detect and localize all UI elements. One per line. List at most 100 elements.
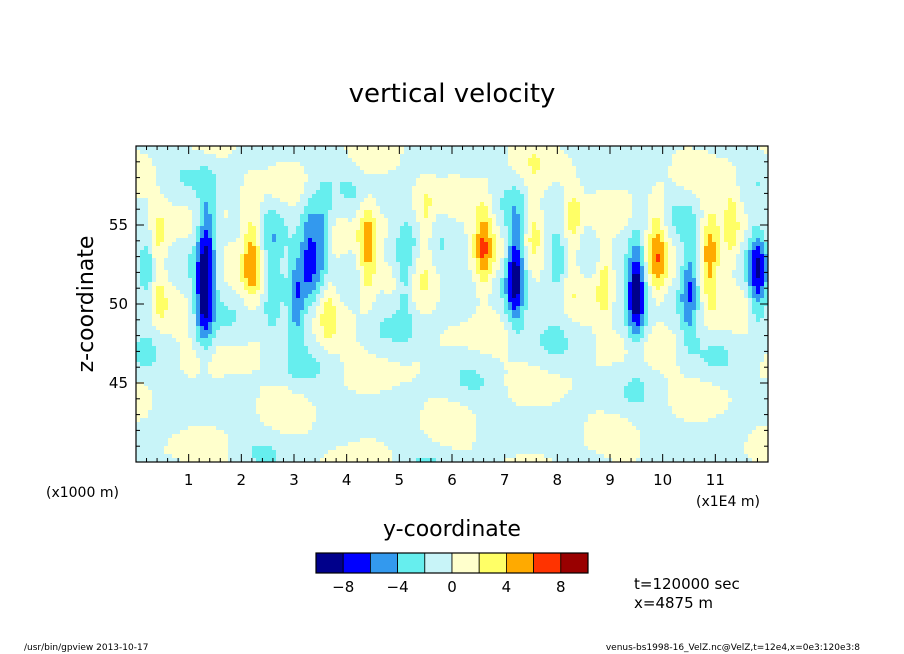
field-cell <box>540 246 545 251</box>
field-cell <box>616 174 621 179</box>
field-cell <box>664 262 669 267</box>
field-cell <box>464 170 469 175</box>
field-cell <box>272 242 277 247</box>
field-cell <box>652 202 657 207</box>
field-cell <box>704 226 709 231</box>
field-cell <box>312 170 317 175</box>
field-cell <box>652 194 657 199</box>
field-cell <box>188 254 193 259</box>
field-cell <box>560 190 565 195</box>
field-cell <box>428 198 433 203</box>
field-cell <box>280 158 285 163</box>
field-cell <box>252 230 257 235</box>
field-cell <box>344 270 349 275</box>
field-cell <box>760 150 765 155</box>
field-cell <box>728 254 733 259</box>
field-cell <box>316 250 321 255</box>
field-cell <box>236 166 241 171</box>
field-cell <box>740 182 745 187</box>
field-cell <box>700 190 705 195</box>
field-cell <box>276 210 281 215</box>
field-cell <box>388 146 393 151</box>
field-cell <box>236 222 241 227</box>
field-cell <box>516 242 521 247</box>
field-cell <box>512 222 517 227</box>
field-cell <box>652 166 657 171</box>
field-cell <box>152 158 157 163</box>
field-cell <box>644 238 649 243</box>
field-cell <box>300 226 305 231</box>
field-cell <box>280 146 285 151</box>
field-cell <box>740 206 745 211</box>
field-cell <box>476 146 481 151</box>
field-cell <box>308 154 313 159</box>
field-cell <box>260 238 265 243</box>
field-cell <box>668 154 673 159</box>
field-cell <box>540 250 545 255</box>
field-cell <box>356 214 361 219</box>
field-cell <box>368 170 373 175</box>
field-cell <box>468 270 473 275</box>
field-cell <box>220 154 225 159</box>
field-cell <box>612 174 617 179</box>
field-cell <box>476 202 481 207</box>
field-cell <box>744 174 749 179</box>
field-cell <box>232 246 237 251</box>
field-cell <box>408 158 413 163</box>
field-cell <box>756 186 761 191</box>
field-cell <box>636 158 641 163</box>
field-cell <box>572 150 577 155</box>
field-cell <box>708 258 713 263</box>
field-cell <box>724 242 729 247</box>
field-cell <box>152 186 157 191</box>
field-cell <box>404 218 409 223</box>
field-cell <box>368 234 373 239</box>
field-cell <box>292 174 297 179</box>
field-cell <box>140 150 145 155</box>
field-cell <box>436 242 441 247</box>
field-cell <box>300 266 305 271</box>
field-cell <box>172 158 177 163</box>
field-cell <box>684 190 689 195</box>
field-cell <box>484 158 489 163</box>
field-cell <box>672 146 677 151</box>
field-cell <box>316 198 321 203</box>
field-cell <box>320 150 325 155</box>
field-cell <box>416 206 421 211</box>
field-cell <box>364 254 369 259</box>
field-cell <box>152 214 157 219</box>
field-cell <box>280 166 285 171</box>
field-cell <box>696 174 701 179</box>
field-cell <box>376 190 381 195</box>
field-cell <box>672 230 677 235</box>
field-cell <box>616 266 621 271</box>
field-cell <box>324 214 329 219</box>
field-cell <box>252 254 257 259</box>
field-cell <box>192 146 197 151</box>
field-cell <box>196 214 201 219</box>
field-cell <box>484 170 489 175</box>
field-cell <box>696 246 701 251</box>
field-cell <box>324 190 329 195</box>
field-cell <box>352 154 357 159</box>
field-cell <box>540 186 545 191</box>
field-cell <box>576 190 581 195</box>
field-cell <box>424 238 429 243</box>
field-cell <box>148 162 153 167</box>
field-cell <box>320 238 325 243</box>
field-cell <box>200 250 205 255</box>
field-cell <box>160 230 165 235</box>
field-cell <box>300 154 305 159</box>
field-cell <box>472 150 477 155</box>
field-cell <box>596 238 601 243</box>
field-cell <box>720 178 725 183</box>
field-cell <box>648 246 653 251</box>
field-cell <box>556 206 561 211</box>
field-cell <box>184 146 189 151</box>
field-cell <box>528 246 533 251</box>
field-cell <box>344 210 349 215</box>
field-cell <box>368 250 373 255</box>
field-cell <box>156 238 161 243</box>
field-cell <box>212 182 217 187</box>
field-cell <box>496 202 501 207</box>
